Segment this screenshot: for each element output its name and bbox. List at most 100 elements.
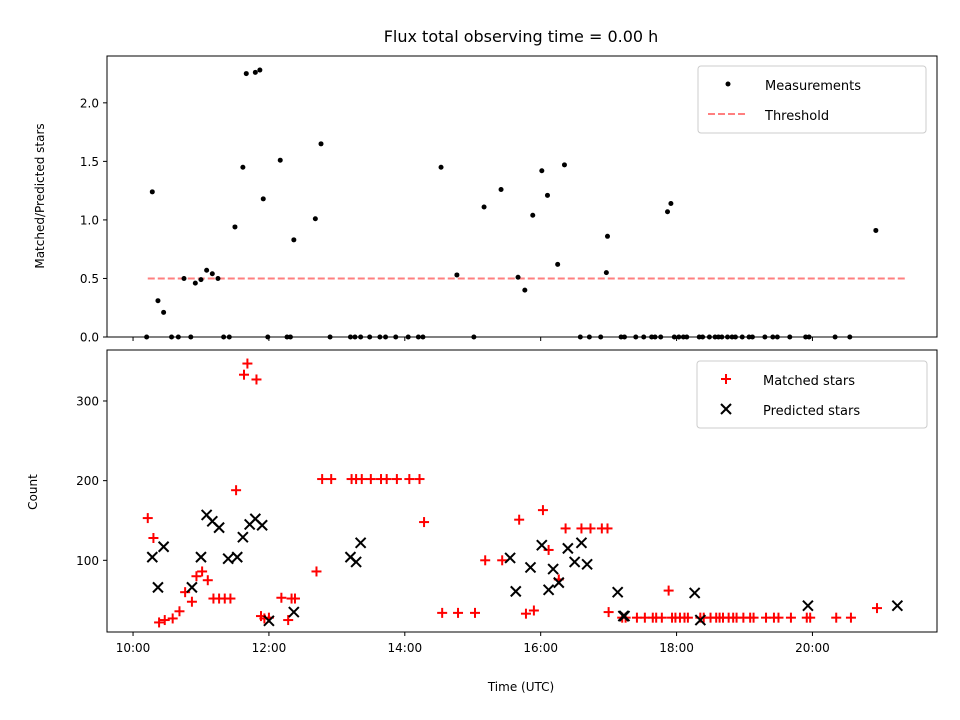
predicted-star-point xyxy=(524,561,537,574)
top-legend-box xyxy=(697,65,927,134)
threshold-legend-label: Threshold xyxy=(764,109,829,124)
matched-star-point xyxy=(148,533,159,543)
matched-star-point xyxy=(326,474,337,485)
measurement-point xyxy=(209,271,215,277)
matched-star-point xyxy=(805,612,816,623)
measurement-point xyxy=(604,233,610,239)
measurement-point xyxy=(438,164,444,170)
matched-legend-marker xyxy=(721,374,731,384)
top-ytick-label: 0.0 xyxy=(80,331,99,345)
matched-star-point xyxy=(514,514,525,525)
predicted-star-point xyxy=(536,539,548,551)
bottom-xlabel: Time (UTC) xyxy=(487,680,554,694)
measurement-point xyxy=(668,201,674,207)
measurement-point xyxy=(539,168,545,174)
matched-star-point xyxy=(528,605,539,616)
matched-star-point xyxy=(682,612,693,623)
matched-star-point xyxy=(174,606,185,617)
bottom-axes-frame xyxy=(106,349,938,633)
matched-star-point xyxy=(871,603,882,614)
top-x-ticks xyxy=(132,337,813,341)
measurement-point xyxy=(204,267,210,273)
measurement-point xyxy=(257,67,263,73)
top-ylabel: Matched/Predicted stars xyxy=(33,123,47,268)
matched-star-point xyxy=(225,593,236,604)
top-ytick-label: 1.5 xyxy=(80,155,99,169)
measurement-point xyxy=(318,141,324,147)
predicted-star-point xyxy=(547,563,559,575)
bottom-xtick-label: 14:00 xyxy=(388,641,423,655)
bottom-ytick-label: 300 xyxy=(76,394,99,408)
matched-star-point xyxy=(311,566,322,577)
measurement-point xyxy=(873,227,879,233)
bottom-marks xyxy=(142,358,904,628)
predicted-star-point xyxy=(237,531,249,543)
predicted-star-point xyxy=(568,556,581,568)
measurement-point xyxy=(544,192,550,198)
measurement-point xyxy=(312,216,318,222)
bottom-x-ticks: 10:00 12:00 14:00 16:00 18:00 20:00 xyxy=(116,632,830,655)
bottom-legend-box xyxy=(696,360,928,429)
predicted-star-point xyxy=(581,558,593,570)
matched-star-point xyxy=(404,474,415,485)
bottom-panel: Count Time (UTC) 100 200 300 10:00 12:00 14:… xyxy=(26,349,938,694)
measurement-point xyxy=(243,71,249,77)
bottom-xtick-label: 16:00 xyxy=(523,641,558,655)
predicted-star-point xyxy=(263,615,275,627)
measurement-point xyxy=(515,274,521,280)
predicted-star-point xyxy=(694,614,707,626)
matched-star-point xyxy=(276,592,287,603)
top-ytick-label: 0.5 xyxy=(80,272,99,286)
bottom-xtick-label: 12:00 xyxy=(252,641,287,655)
measurement-point xyxy=(555,261,561,267)
matched-star-point xyxy=(154,617,165,628)
predicted-star-point xyxy=(288,606,300,618)
measurement-point xyxy=(215,275,221,281)
measurement-point xyxy=(498,186,504,192)
top-panel: Matched/Predicted stars 0.00.51.01.52.0 … xyxy=(33,55,938,345)
matched-star-point xyxy=(381,474,392,485)
matched-star-point xyxy=(845,612,856,623)
predicted-star-point xyxy=(611,586,624,598)
measurement-point xyxy=(252,69,258,75)
matched-star-point xyxy=(414,474,425,485)
predicted-legend-marker xyxy=(720,403,732,415)
predicted-star-point xyxy=(802,600,814,612)
matched-legend-label: Matched stars xyxy=(763,374,855,389)
predicted-star-point xyxy=(542,584,555,596)
predicted-star-point xyxy=(146,551,159,563)
chart-title: Flux total observing time = 0.00 h xyxy=(384,27,659,46)
matched-star-point xyxy=(186,596,197,607)
matched-star-point xyxy=(191,571,202,582)
bottom-xtick-label: 10:00 xyxy=(116,641,151,655)
matched-star-point xyxy=(289,593,300,604)
measurement-point xyxy=(161,309,167,315)
predicted-star-point xyxy=(891,600,904,612)
predicted-star-point xyxy=(213,521,225,534)
predicted-star-point xyxy=(152,581,164,594)
matched-star-point xyxy=(576,523,587,534)
matched-star-point xyxy=(585,523,596,534)
bottom-ytick-label: 100 xyxy=(76,554,99,568)
matched-star-point xyxy=(317,474,328,485)
predicted-star-point xyxy=(575,537,588,549)
top-legend: Measurements Threshold xyxy=(697,65,927,134)
measurement-point xyxy=(277,157,283,163)
measurements-legend-label: Measurements xyxy=(765,79,861,94)
predicted-star-point xyxy=(688,587,701,599)
matched-star-point xyxy=(497,555,508,566)
predicted-star-point xyxy=(354,537,367,549)
predicted-star-point xyxy=(618,610,631,622)
matched-star-point xyxy=(251,374,262,385)
measurement-point xyxy=(149,189,155,195)
measurement-point xyxy=(181,275,187,281)
measurement-point xyxy=(603,270,609,276)
matched-star-point xyxy=(419,517,430,528)
measurement-point xyxy=(198,277,204,283)
measurements-legend-marker xyxy=(725,81,731,87)
matched-star-point xyxy=(831,612,842,623)
matched-star-point xyxy=(560,523,571,534)
predicted-star-point xyxy=(222,553,234,565)
matched-star-point xyxy=(231,485,242,496)
